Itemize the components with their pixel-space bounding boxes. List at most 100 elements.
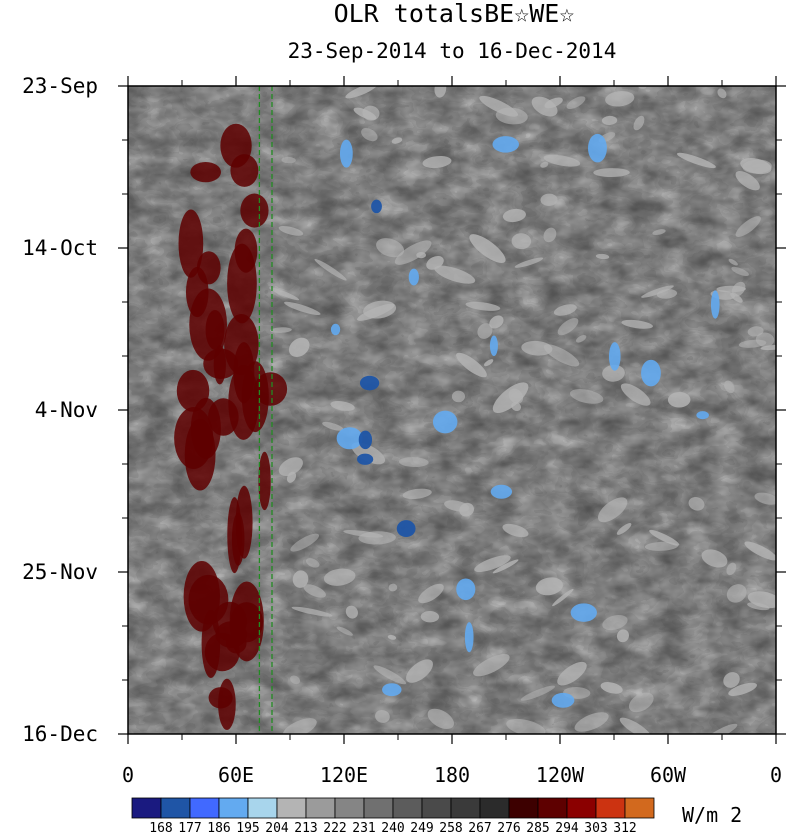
cloud-streak <box>391 137 403 144</box>
cloud-streak <box>728 682 758 696</box>
colorbar-level-label: 195 <box>236 821 259 835</box>
cloud-streak <box>489 315 504 329</box>
cloud-streak <box>656 289 678 299</box>
cloud-streak <box>336 626 353 636</box>
cloud-streak <box>353 107 377 120</box>
cloud-streak <box>314 258 347 281</box>
cloud-streak <box>330 400 355 411</box>
cloud-streak <box>351 442 386 465</box>
cloud-streak <box>566 96 586 110</box>
reference-lines <box>258 86 273 734</box>
cloud-streak <box>420 611 440 623</box>
warm-cell <box>230 154 259 187</box>
cloud-streak <box>289 675 301 685</box>
cloud-streak <box>278 457 303 477</box>
cloud-streak <box>292 570 309 588</box>
cloud-streak <box>726 562 737 576</box>
cloud-streak <box>427 708 455 730</box>
cloud-streak <box>728 258 738 266</box>
cloud-streak <box>593 168 630 178</box>
cloud-streak <box>474 555 511 573</box>
cloud-streak <box>649 529 680 546</box>
cloud-streak <box>731 266 749 276</box>
colorbar-swatch <box>508 797 539 819</box>
cloud-streak <box>290 533 320 552</box>
cloud-streak <box>426 255 444 270</box>
cloud-streak <box>418 583 444 604</box>
cloud-streak <box>284 301 321 316</box>
warm-cell <box>174 406 214 469</box>
cloud-streak <box>676 152 716 169</box>
cloud-streak <box>514 257 544 268</box>
colorbar-swatch <box>479 797 510 819</box>
colorbar-unit: W/m 2 <box>682 803 742 827</box>
cloud-streak <box>345 605 358 619</box>
cloud-streak <box>459 502 475 517</box>
cold-cell <box>551 692 575 708</box>
cloud-streak <box>322 421 344 431</box>
cloud-streak <box>552 588 574 607</box>
colorbar-level-label: 177 <box>178 821 201 835</box>
cloud-streak <box>595 253 610 260</box>
cloud-streak <box>641 285 674 298</box>
cloud-streak <box>543 227 557 243</box>
cold-cell <box>408 268 419 286</box>
cloud-streak <box>422 155 452 169</box>
colorbar-swatch <box>421 797 452 819</box>
cloud-streak <box>269 287 300 301</box>
cloud-streak <box>363 300 397 319</box>
x-tick-label: 180 <box>434 763 470 787</box>
cloud-streak <box>740 157 772 175</box>
x-tick-label: 0 <box>122 763 134 787</box>
cloud-streak <box>667 392 691 408</box>
y-tick-label: 16-Dec <box>22 722 98 746</box>
cloud-streak <box>543 154 581 167</box>
cloud-streak <box>361 128 378 142</box>
cold-core <box>359 375 380 391</box>
cold-cell <box>382 683 402 697</box>
cloud-streak <box>269 327 292 333</box>
x-tick-label: 0 <box>770 763 782 787</box>
colorbar-level-label: 168 <box>149 821 172 835</box>
colorbar-swatch <box>334 797 365 819</box>
colorbar-swatch <box>595 797 626 819</box>
cloud-streak <box>281 156 296 164</box>
cloud-streak <box>456 352 487 378</box>
cold-cell <box>490 484 513 499</box>
cloud-streak <box>376 238 405 258</box>
colorbar-swatch <box>566 797 597 819</box>
chart-title: OLR totalsBE☆WE☆ <box>334 0 575 28</box>
cloud-streak <box>511 233 532 250</box>
cloud-streak <box>469 234 506 264</box>
cloud-streak <box>544 97 563 109</box>
cloud-streak <box>303 584 326 598</box>
cloud-streak <box>601 115 618 126</box>
colorbar-swatch <box>131 797 162 819</box>
cold-cell <box>608 342 621 371</box>
cloud-streak <box>723 672 740 688</box>
cloud-streak <box>644 541 679 551</box>
cold-core <box>371 199 382 214</box>
colorbar-swatch <box>218 797 249 819</box>
cloud-streak <box>502 523 529 538</box>
cloud-streak <box>406 659 433 683</box>
cloud-streak <box>483 359 494 367</box>
cloud-streak <box>286 471 297 483</box>
cold-cell <box>489 335 498 356</box>
x-axis: 0 60E 120E 180 120W 60W 0 <box>122 76 782 787</box>
colorbar-level-label: 303 <box>584 821 607 835</box>
warm-cell <box>227 497 242 574</box>
cold-cell <box>492 136 519 153</box>
y-tick-label: 23-Sep <box>22 74 98 98</box>
cloud-streak <box>602 364 625 382</box>
cloud-streak <box>553 304 577 316</box>
x-tick-label: 60E <box>218 763 254 787</box>
colorbar-level-label: 222 <box>323 821 346 835</box>
cloud-streak <box>540 161 549 168</box>
cloud-streak <box>492 559 519 574</box>
cloud-streak <box>557 661 587 686</box>
colorbar-level-label: 204 <box>265 821 289 835</box>
colorbar-level-label: 213 <box>294 821 317 835</box>
colorbar-swatch <box>276 797 307 819</box>
field-highlights <box>174 86 776 734</box>
